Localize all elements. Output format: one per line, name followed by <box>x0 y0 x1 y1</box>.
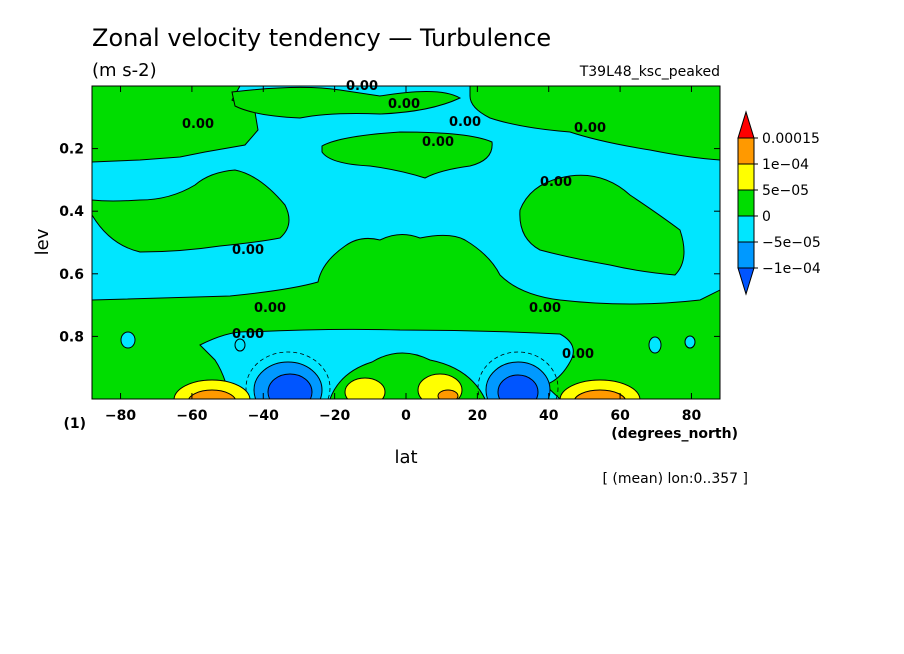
contour-fill-green <box>469 86 720 161</box>
colorbar-label: 5e−05 <box>762 183 809 199</box>
chart-units: (m s-2) <box>92 60 157 81</box>
panel-label: (1) <box>63 416 86 432</box>
contour-label: 0.00 <box>574 121 606 136</box>
contour-labels: 0.00 0.00 0.00 0.00 0.00 0.00 0.00 0.00 … <box>182 79 606 362</box>
x-tick-label: 0 <box>401 408 411 424</box>
positive-cell-sh <box>173 379 251 399</box>
colorbar-segment <box>737 215 755 243</box>
x-tick-label: −20 <box>319 408 350 424</box>
contour-fill-green <box>321 131 493 179</box>
x-tick-label: −80 <box>105 408 136 424</box>
x-axis: −80 −60 −40 −20 0 20 40 60 80 <box>105 86 702 424</box>
contour-fill-cyan <box>234 338 246 352</box>
contour-label: 0.00 <box>232 243 264 258</box>
y-axis-label: lev <box>32 228 53 255</box>
contour-label: 0.00 <box>562 347 594 362</box>
contour-label: 0.00 <box>182 117 214 132</box>
colorbar-segment <box>737 110 755 139</box>
contour-fill-green <box>231 86 462 119</box>
colorbar-label: 0.00015 <box>762 131 820 147</box>
colorbar-label: −5e−05 <box>762 235 821 251</box>
contour-label: 0.00 <box>529 301 561 316</box>
contour-label: 0.00 <box>254 301 286 316</box>
negative-cell-sh <box>245 351 331 399</box>
colorbar-segment <box>737 137 755 165</box>
colorbar-label: 1e−04 <box>762 157 809 173</box>
positive-cell-eq <box>344 373 463 399</box>
contour-label: 0.00 <box>388 97 420 112</box>
contour-label: 0.00 <box>232 327 264 342</box>
contour-plot-area <box>92 86 720 399</box>
contour-fill-cyan <box>684 335 696 349</box>
x-axis-units: (degrees_north) <box>611 426 738 442</box>
y-tick-label: 0.8 <box>59 329 84 345</box>
x-tick-label: 80 <box>682 408 702 424</box>
x-tick-label: 40 <box>539 408 559 424</box>
y-tick-label: 0.4 <box>59 204 84 220</box>
x-tick-label: 20 <box>468 408 488 424</box>
colorbar: 0.00015 1e−04 5e−05 0 −5e−05 −1e−04 <box>737 110 821 296</box>
colorbar-segment <box>737 189 755 217</box>
y-tick-label: 0.2 <box>59 142 84 158</box>
x-axis-label: lat <box>394 447 417 468</box>
colorbar-label: 0 <box>762 209 771 225</box>
contour-label: 0.00 <box>422 135 454 150</box>
x-tick-label: −40 <box>248 408 279 424</box>
colorbar-segment <box>737 163 755 191</box>
colorbar-label: −1e−04 <box>762 261 821 277</box>
contour-fill-green <box>92 169 290 253</box>
y-axis: 0.2 0.4 0.6 0.8 <box>59 142 720 345</box>
x-tick-label: 60 <box>610 408 630 424</box>
contour-fill-green <box>519 174 685 276</box>
averaging-footnote: [ (mean) lon:0..357 ] <box>603 471 748 487</box>
contour-fill-cyan <box>120 331 136 349</box>
contour-label: 0.00 <box>449 115 481 130</box>
contour-label: 0.00 <box>540 175 572 190</box>
colorbar-segment <box>737 241 755 269</box>
contour-fill-cyan <box>648 336 662 354</box>
chart-title: Zonal velocity tendency — Turbulence <box>92 24 551 52</box>
x-tick-label: −60 <box>176 408 207 424</box>
negative-cell-nh <box>477 351 559 399</box>
colorbar-segment <box>737 267 755 296</box>
y-tick-label: 0.6 <box>59 267 84 283</box>
experiment-label: T39L48_ksc_peaked <box>579 64 720 80</box>
